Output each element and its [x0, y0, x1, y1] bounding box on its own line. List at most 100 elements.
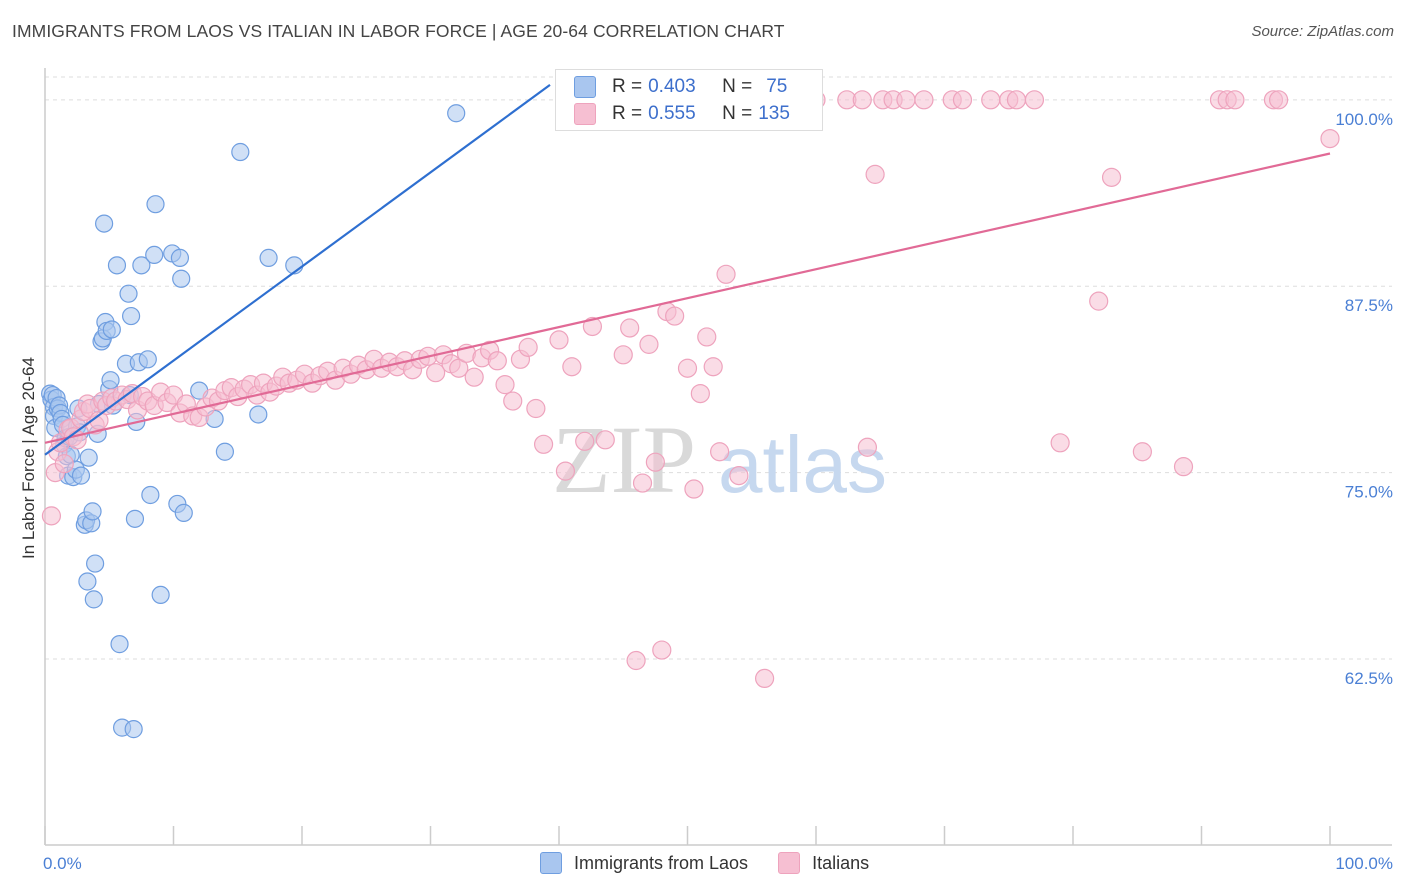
- legend-row-laos: R = 0.403 N = 75: [574, 74, 787, 100]
- italians-point: [495, 375, 515, 395]
- italians-point: [562, 357, 582, 377]
- stats-legend: R = 0.403 N = 75 R = 0.555 N = 135: [555, 69, 823, 131]
- italians-point: [639, 334, 659, 354]
- legend-n-label: N =: [722, 103, 753, 124]
- italians-point: [595, 430, 615, 450]
- legend-row-italians: R = 0.555 N = 135: [574, 101, 790, 127]
- italians-point: [503, 391, 523, 411]
- italians-point: [677, 358, 698, 378]
- legend-swatch-italians: [574, 103, 596, 125]
- legend-n-value-italians: 135: [758, 103, 790, 124]
- italians-point: [1225, 90, 1245, 110]
- italians-point: [1024, 90, 1045, 110]
- laos-point: [121, 306, 141, 326]
- laos-point: [71, 466, 91, 485]
- bottom-legend-label-laos: Immigrants from Laos: [574, 852, 749, 873]
- chart-source: Source: ZipAtlas.com: [1251, 23, 1394, 40]
- legend-n-value-laos: 75: [766, 76, 788, 97]
- laos-point: [78, 572, 97, 591]
- y-tick-label: 87.5%: [1345, 296, 1393, 315]
- italians-point: [613, 345, 633, 365]
- italians-point: [1101, 167, 1122, 187]
- laos-point: [146, 195, 165, 214]
- italians-point: [865, 164, 885, 184]
- laos-point: [170, 248, 190, 267]
- italians-point: [645, 452, 665, 472]
- italians-point: [754, 668, 775, 689]
- italians-point: [41, 506, 62, 526]
- laos-point: [447, 104, 466, 123]
- laos-point: [174, 503, 193, 522]
- italians-point: [1050, 433, 1070, 453]
- laos-point: [84, 590, 103, 609]
- laos-point: [132, 256, 151, 275]
- legend-swatch-laos: [574, 76, 596, 98]
- italians-point: [518, 337, 538, 357]
- laos-point: [215, 442, 234, 461]
- laos-point: [110, 635, 129, 654]
- italians-point: [1132, 442, 1152, 462]
- legend-r-value-laos: 0.403: [648, 76, 696, 97]
- laos-point: [138, 350, 157, 369]
- watermark-zip: ZIP: [552, 406, 696, 513]
- trend-lines: [44, 84, 1331, 456]
- legend-r-value-italians: 0.555: [648, 103, 696, 124]
- bottom-legend-item-italians: Italians: [778, 852, 869, 874]
- italians-point: [549, 330, 569, 350]
- italians-point: [575, 431, 595, 451]
- italians-point: [620, 318, 640, 338]
- laos-point: [119, 284, 138, 303]
- laos-point: [259, 248, 278, 267]
- bottom-legend-item-laos: Immigrants from Laos: [540, 852, 748, 874]
- watermark: ZIP atlas: [552, 406, 887, 513]
- italians-point: [449, 358, 469, 378]
- axis-labels: 62.5% 75.0% 87.5% 100.0% 0.0% 100.0% In Labor …: [19, 110, 1393, 873]
- italians-point: [533, 434, 554, 454]
- italians-point: [896, 90, 916, 110]
- laos-point: [141, 485, 160, 505]
- laos-point: [231, 142, 250, 162]
- bottom-legend: Immigrants from Laos Italians: [540, 852, 899, 874]
- y-tick-label: 62.5%: [1345, 669, 1393, 688]
- series-laos: [41, 104, 466, 739]
- series-italians: [41, 90, 1340, 689]
- laos-point: [86, 554, 105, 573]
- italians-point: [710, 442, 730, 462]
- y-tick-label: 100.0%: [1335, 110, 1393, 129]
- italians-point: [632, 473, 653, 493]
- laos-point: [102, 320, 121, 339]
- bottom-legend-swatch-laos: [540, 852, 562, 874]
- laos-point: [95, 214, 114, 233]
- italians-point: [1173, 457, 1194, 477]
- legend-r-label: R =: [612, 103, 643, 124]
- watermark-atlas: atlas: [718, 420, 887, 509]
- italians-point: [582, 316, 603, 337]
- italians-point: [703, 357, 723, 377]
- axes: [44, 68, 1392, 846]
- laos-point: [101, 371, 120, 390]
- italians-point: [914, 90, 934, 110]
- laos-trend-line: [44, 84, 551, 456]
- italians-point: [555, 461, 576, 481]
- italians-point: [729, 466, 749, 486]
- italians-point: [626, 650, 646, 671]
- italians-point: [487, 351, 507, 371]
- italians-point: [665, 306, 685, 326]
- chart-title: IMMIGRANTS FROM LAOS VS ITALIAN IN LABOR…: [12, 21, 785, 41]
- laos-point: [107, 256, 127, 275]
- italians-point: [89, 410, 109, 431]
- x-tick-label-max: 100.0%: [1335, 854, 1393, 873]
- laos-point: [79, 448, 98, 467]
- italians-point: [54, 454, 74, 474]
- italians-point: [952, 90, 973, 110]
- italians-point: [426, 363, 446, 383]
- y-tick-label: 75.0%: [1345, 483, 1393, 502]
- italians-point: [464, 367, 484, 387]
- italians-point: [1006, 90, 1027, 110]
- italians-point: [690, 383, 710, 404]
- legend-r-label: R =: [612, 76, 643, 97]
- italians-point: [526, 398, 546, 419]
- italians-point: [1320, 128, 1340, 149]
- laos-point: [249, 405, 268, 424]
- italians-point: [857, 437, 878, 457]
